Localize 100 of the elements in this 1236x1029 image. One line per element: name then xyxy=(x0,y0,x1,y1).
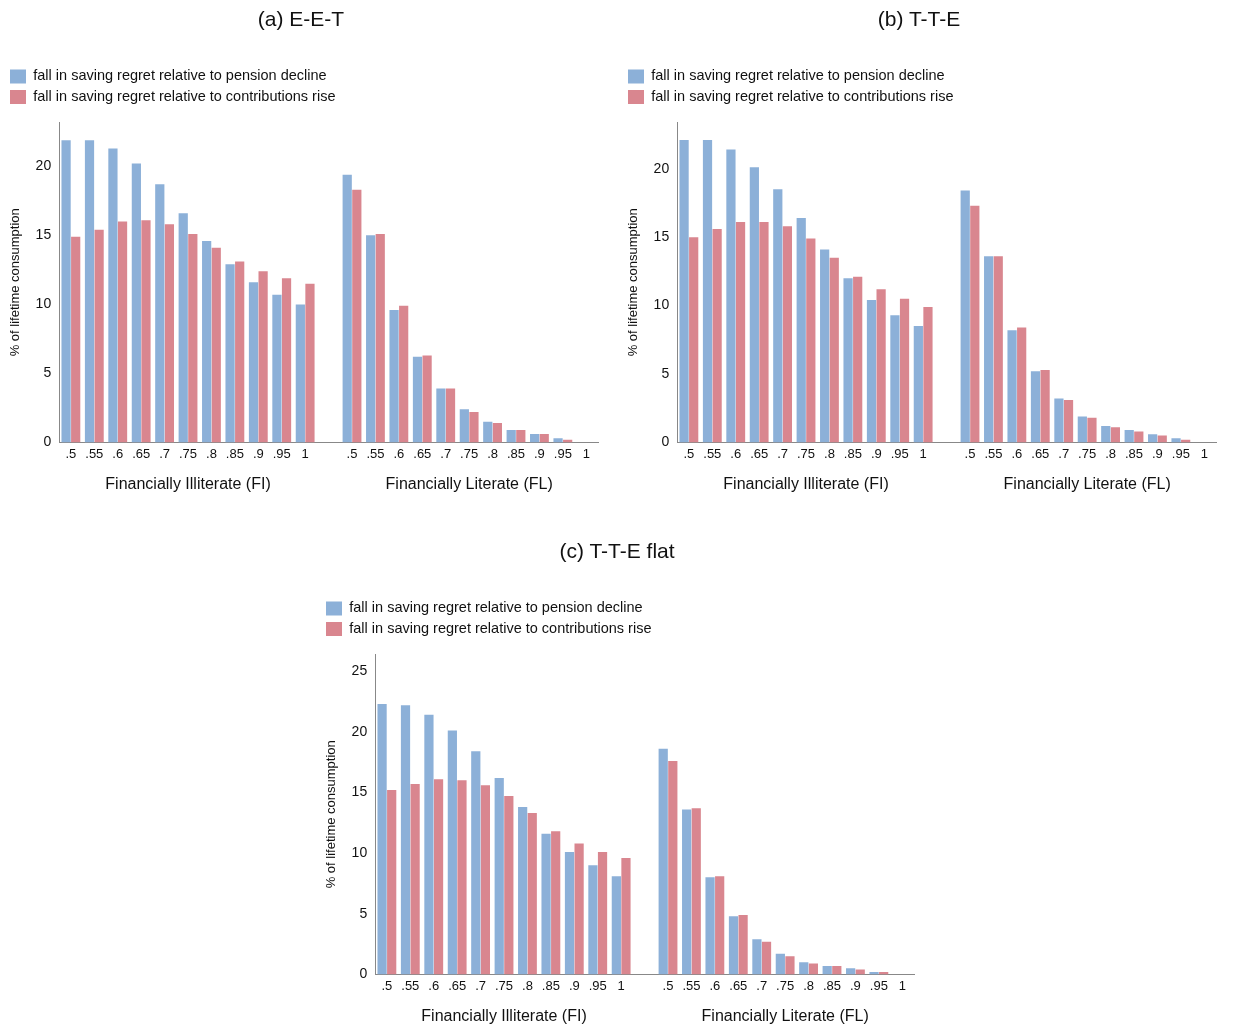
x-tick-label: .7 xyxy=(777,445,789,461)
bar xyxy=(923,306,933,443)
bar xyxy=(530,434,540,443)
x-tick-label: .85 xyxy=(541,977,560,993)
x-tick-label: .8 xyxy=(1105,445,1116,461)
bar xyxy=(527,813,537,975)
bar xyxy=(1077,416,1087,443)
bar xyxy=(846,968,856,975)
bar xyxy=(281,278,292,443)
x-tick-label: .95 xyxy=(869,977,888,993)
bar xyxy=(412,356,423,443)
bar xyxy=(712,228,722,443)
bar xyxy=(761,941,772,975)
y-tick-label: 15 xyxy=(351,783,368,800)
y-tick-label: 25 xyxy=(351,662,368,679)
bar xyxy=(829,257,839,443)
bar xyxy=(749,167,759,443)
x-tick-label: .55 xyxy=(984,445,1003,461)
y-axis-title: % of lifetime consumption xyxy=(323,740,339,889)
x-tick-label: .95 xyxy=(272,445,291,461)
bar xyxy=(436,388,446,443)
bar xyxy=(574,843,584,975)
bar xyxy=(808,963,818,975)
bar xyxy=(1030,371,1041,443)
bar xyxy=(806,238,816,443)
bar xyxy=(494,777,504,975)
bar xyxy=(715,876,725,975)
bar xyxy=(457,780,467,975)
bar xyxy=(1063,399,1074,443)
chart-title: (b) T-T-E xyxy=(877,7,961,31)
x-tick-label: .75 xyxy=(1078,445,1097,461)
text: Financially Literate (FL) xyxy=(385,474,553,492)
bar xyxy=(225,264,235,443)
bar xyxy=(61,140,71,443)
x-tick-label: .8 xyxy=(522,977,533,993)
bar xyxy=(984,256,994,443)
bar xyxy=(258,271,268,443)
bar xyxy=(689,237,699,443)
bar xyxy=(752,939,762,975)
text: Financially Illiterate (FI) xyxy=(723,474,889,492)
chart-title: (a) E-E-T xyxy=(257,7,345,31)
bar xyxy=(551,831,561,975)
bar xyxy=(492,423,502,443)
y-tick-label: 10 xyxy=(653,296,670,313)
bar xyxy=(726,149,736,443)
y-tick-label: 5 xyxy=(661,364,670,381)
bar xyxy=(679,139,689,443)
y-tick-label: 0 xyxy=(359,965,368,982)
bar xyxy=(1110,427,1120,443)
legend-label: fall in saving regret relative to pension decline xyxy=(33,67,327,84)
x-tick-label: .5 xyxy=(381,977,393,993)
bar xyxy=(588,865,598,975)
x-tick-label: .9 xyxy=(534,445,545,461)
x-tick-label: .75 xyxy=(494,977,514,993)
x-tick-label: .7 xyxy=(1058,445,1070,461)
bar xyxy=(597,851,608,975)
x-tick-label: .65 xyxy=(413,445,432,461)
bar xyxy=(913,326,923,443)
x-tick-label: .65 xyxy=(448,977,467,993)
x-tick-label: .75 xyxy=(178,445,198,461)
y-tick-label: 20 xyxy=(653,159,670,176)
bar xyxy=(611,876,621,975)
bar xyxy=(305,283,315,443)
bar xyxy=(483,421,493,443)
x-tick-label: .6 xyxy=(730,445,742,461)
bar xyxy=(843,278,853,443)
bar xyxy=(738,914,748,975)
bar xyxy=(342,174,352,443)
y-tick-label: 0 xyxy=(661,433,670,450)
y-tick-label: 10 xyxy=(351,843,368,860)
x-tick-label: .65 xyxy=(750,445,769,461)
bar xyxy=(691,808,701,975)
bar xyxy=(890,315,900,443)
bar xyxy=(869,971,879,975)
bar xyxy=(993,256,1003,443)
bar xyxy=(400,705,411,975)
bar xyxy=(1101,425,1111,443)
bar xyxy=(375,233,385,443)
x-tick-label: .55 xyxy=(85,445,104,461)
bar xyxy=(506,429,516,443)
bar xyxy=(658,748,668,975)
x-tick-label: .7 xyxy=(159,445,171,461)
bar xyxy=(71,236,81,443)
y-tick-label: 0 xyxy=(43,433,52,450)
x-tick-label: .55 xyxy=(366,445,385,461)
y-tick-label: 5 xyxy=(359,904,368,921)
x-tick-label: .7 xyxy=(440,445,452,461)
bar xyxy=(164,224,175,443)
legend-label: fall in saving regret relative to pension decline xyxy=(349,599,643,616)
text: Financially Literate (FL) xyxy=(1003,474,1171,492)
y-tick-label: 10 xyxy=(35,295,52,312)
bar xyxy=(202,240,212,443)
bar xyxy=(387,790,397,975)
bar xyxy=(94,229,104,443)
x-tick-label: .5 xyxy=(683,445,695,461)
bar xyxy=(155,184,165,443)
x-tick-label: .85 xyxy=(225,445,244,461)
bar xyxy=(471,751,481,975)
x-tick-label: .75 xyxy=(460,445,479,461)
bar xyxy=(1148,434,1158,443)
